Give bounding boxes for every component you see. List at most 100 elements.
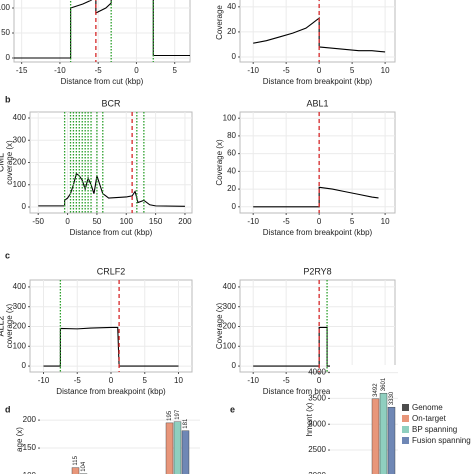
chart-title: CRLF2: [97, 266, 126, 276]
y-tick-label: 200: [23, 415, 37, 424]
bar: [181, 430, 190, 474]
y-tick-label: 200: [13, 322, 27, 331]
plot-area: [30, 112, 192, 213]
y-tick-label: 400: [223, 282, 237, 291]
x-tick-label: -5: [95, 66, 103, 75]
x-tick-label: 0: [109, 376, 114, 385]
x-axis-title: Distance from cut (kbp): [70, 228, 153, 237]
plot-area: [330, 372, 398, 474]
plot-area: [240, 112, 395, 213]
x-tick-label: 0: [317, 66, 322, 75]
y-tick-label: 100: [223, 113, 237, 122]
bar: [387, 406, 396, 474]
bar-value-label: 181: [183, 418, 189, 429]
x-axis-title: Distance from breakpoint (kbp): [263, 387, 373, 396]
x-tick-label: -15: [16, 66, 28, 75]
bar: [165, 422, 174, 474]
x-tick-label: 150: [149, 217, 163, 226]
legend-label: Fusion spanning: [412, 436, 471, 445]
x-tick-label: -5: [283, 66, 291, 75]
x-tick-label: 200: [178, 217, 192, 226]
bar-value-label: 3492: [373, 383, 379, 397]
x-tick-label: -10: [247, 66, 259, 75]
y-tick-label: 2000: [308, 471, 326, 474]
panel-label: b: [5, 94, 11, 104]
y-tick-label: 0: [232, 361, 237, 370]
panel-label: d: [5, 404, 11, 414]
chart-title: P2RY8: [303, 266, 331, 276]
bar: [371, 398, 380, 474]
y-axis-title: Coverage: [215, 5, 224, 40]
y-tick-label: 0: [232, 202, 237, 211]
x-tick-label: -10: [38, 376, 50, 385]
y-tick-label: 400: [13, 113, 27, 122]
bar-value-label: 3601: [381, 377, 387, 391]
y-tick-label: 100: [23, 471, 37, 474]
bar: [71, 467, 80, 474]
y-tick-label: 4000: [308, 368, 326, 377]
bar-value-label: 3330: [389, 391, 395, 405]
x-tick-label: -50: [32, 217, 44, 226]
y-tick-label: 80: [227, 131, 236, 140]
y-tick-label: 100: [13, 341, 27, 350]
y-axis-title: age (x): [15, 427, 24, 452]
panel-label: c: [5, 250, 10, 260]
x-tick-label: 10: [381, 66, 390, 75]
plot-panel: [40, 405, 200, 474]
x-tick-label: -10: [54, 66, 66, 75]
plot-panel: [239, 0, 396, 63]
bar-value-label: 195: [167, 410, 173, 421]
legend-label: On-target: [412, 414, 447, 423]
x-tick-label: 50: [92, 217, 101, 226]
x-tick-label: 10: [174, 376, 183, 385]
x-tick-label: 5: [172, 66, 177, 75]
x-tick-label: -5: [283, 217, 291, 226]
y-tick-label: 100: [0, 3, 11, 12]
y-tick-label: 40: [227, 166, 236, 175]
legend-swatch: [402, 404, 409, 411]
y-tick-label: 50: [1, 28, 10, 37]
chart-title: ABL1: [306, 98, 328, 108]
y-axis-title: Coverage (x): [215, 139, 224, 186]
y-tick-label: 300: [223, 302, 237, 311]
x-tick-label: 0: [65, 217, 70, 226]
y-tick-label: 20: [227, 184, 236, 193]
y-tick-label: 3000: [308, 419, 326, 428]
y-axis-title: hment (x): [305, 402, 314, 436]
coverage-line: [14, 0, 190, 59]
x-tick-label: 10: [381, 217, 390, 226]
plot-area: [14, 0, 190, 62]
row-label: CML: [0, 153, 5, 172]
legend-swatch: [402, 437, 409, 444]
plot-panel: [330, 365, 398, 474]
coverage-line: [38, 172, 185, 207]
y-tick-label: 200: [13, 158, 27, 167]
plot-area: [240, 0, 395, 62]
bar-value-label: 104: [81, 461, 87, 472]
x-tick-label: -10: [247, 217, 259, 226]
x-tick-label: -10: [247, 376, 259, 385]
panel-label: e: [230, 404, 235, 414]
y-tick-label: 3500: [308, 394, 326, 403]
bar: [173, 421, 182, 474]
bar: [379, 392, 388, 474]
x-axis-title: Distance from breakpoint (kbp): [263, 77, 373, 86]
y-tick-label: 60: [227, 149, 236, 158]
bar-value-label: 197: [175, 409, 181, 420]
y-tick-label: 100: [13, 180, 27, 189]
y-tick-label: 40: [227, 2, 236, 11]
chart-title: BCR: [101, 98, 121, 108]
y-tick-label: 300: [13, 135, 27, 144]
x-tick-label: 0: [317, 217, 322, 226]
legend-label: Genome: [412, 403, 443, 412]
y-tick-label: 150: [23, 443, 37, 452]
x-tick-label: 5: [143, 376, 148, 385]
x-axis-title: Distance from breakpoint (kbp): [56, 387, 166, 396]
x-tick-label: 0: [317, 376, 322, 385]
y-tick-label: 0: [22, 202, 27, 211]
row-label: ALL2: [0, 315, 5, 336]
x-tick-label: -5: [74, 376, 82, 385]
x-tick-label: 5: [350, 217, 355, 226]
y-tick-label: 200: [223, 322, 237, 331]
